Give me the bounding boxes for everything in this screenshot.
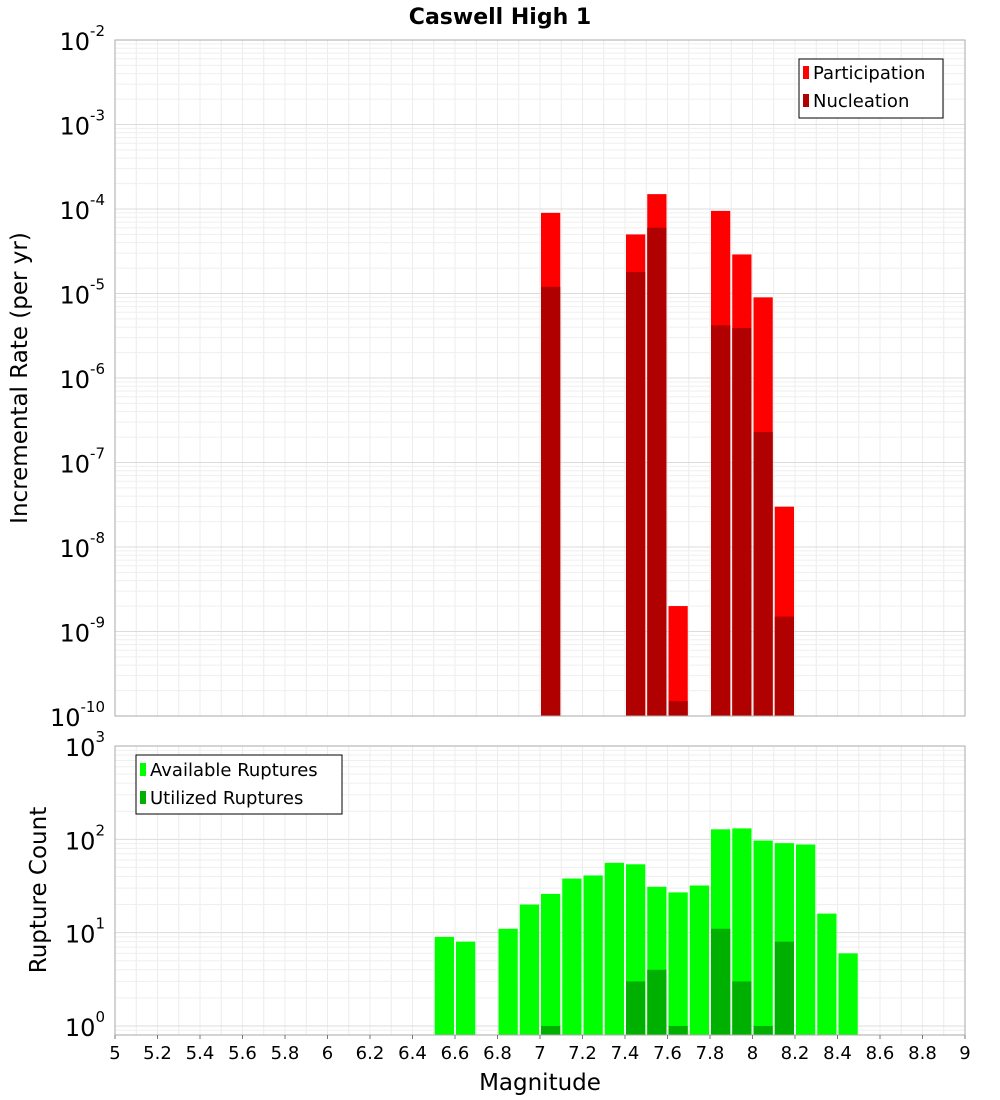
available-ruptures-bar: [668, 892, 688, 1035]
x-tick-label: 6.6: [441, 1043, 470, 1064]
x-axis-label: Magnitude: [479, 1070, 601, 1096]
x-tick-label: 5.2: [143, 1043, 172, 1064]
bottom-panel: 103 102 101 100 Rupture Count Available Rup…: [26, 728, 966, 1042]
bottom-y-tick-label: 102: [65, 821, 105, 855]
utilized-ruptures-bar: [711, 928, 731, 1035]
utilized-ruptures-bar: [732, 981, 752, 1035]
bottom-legend: Available Ruptures Utilized Ruptures: [135, 754, 343, 815]
nucleation-legend-swatch: [803, 94, 809, 107]
chart-title: Caswell High 1: [409, 5, 591, 30]
top-legend-box: [798, 58, 944, 119]
x-tick-label: 8.4: [823, 1043, 852, 1064]
top-panel: 10-2 10-3 10-4 10-5 10-6 10-7 10-8 10-9 10-10 In…: [7, 22, 966, 732]
top-y-tick-label: 10-10: [50, 698, 105, 732]
utilized-ruptures-bar: [541, 1025, 561, 1035]
nucleation-bar: [647, 227, 667, 716]
top-y-tick-label: 10-8: [59, 529, 105, 563]
top-y-tick-label: 10-7: [59, 445, 105, 479]
x-tick-label: 9: [959, 1043, 970, 1064]
top-y-tick-label: 10-6: [59, 360, 105, 394]
x-tick-label: 8: [747, 1043, 758, 1064]
bottom-y-tick-label: 101: [65, 915, 105, 949]
x-tick-label: 6: [322, 1043, 333, 1064]
top-bars: [541, 194, 794, 717]
available-ruptures-bar: [796, 844, 816, 1035]
top-y-tick-label: 10-3: [59, 107, 105, 141]
x-tick-label: 7.2: [568, 1043, 597, 1064]
x-tick-label: 8.8: [908, 1043, 937, 1064]
x-tick-label: 7.6: [653, 1043, 682, 1064]
available-ruptures-bar: [434, 936, 454, 1035]
available-ruptures-bar: [456, 941, 476, 1035]
available-ruptures-bar: [604, 862, 624, 1035]
top-y-tick-label: 10-9: [59, 614, 105, 648]
top-y-ticks: 10-2 10-3 10-4 10-5 10-6 10-7 10-8 10-9 10-10: [50, 22, 105, 732]
utilized-legend-swatch: [140, 791, 146, 804]
utilized-ruptures-bar: [668, 1025, 688, 1035]
available-ruptures-bar: [817, 913, 837, 1035]
bottom-legend-box: [135, 754, 343, 815]
x-tick-label: 5.6: [228, 1043, 257, 1064]
utilized-ruptures-bar: [626, 981, 646, 1035]
available-legend-label: Available Ruptures: [150, 760, 318, 781]
top-plot-frame: [114, 39, 966, 717]
nucleation-bar: [753, 431, 773, 716]
top-legend: Participation Nucleation: [798, 58, 944, 119]
available-ruptures-bar: [562, 878, 582, 1035]
x-tick-label: 5.8: [271, 1043, 300, 1064]
nucleation-bar: [541, 286, 561, 716]
utilized-ruptures-bar: [647, 969, 667, 1035]
participation-legend-swatch: [803, 66, 809, 79]
bottom-y-ticks: 103 102 101 100: [65, 728, 105, 1042]
nucleation-legend-label: Nucleation: [813, 91, 909, 112]
x-tick-label: 6.2: [356, 1043, 385, 1064]
nucleation-bar: [732, 328, 752, 716]
x-tick-label: 8.2: [781, 1043, 810, 1064]
x-tick-label: 5.4: [186, 1043, 215, 1064]
available-legend-swatch: [140, 763, 146, 776]
bottom-y-tick-label: 103: [65, 728, 105, 762]
available-ruptures-bar: [838, 953, 858, 1035]
top-y-tick-label: 10-5: [59, 276, 105, 310]
nucleation-bar: [668, 701, 688, 716]
available-ruptures-bar: [541, 893, 561, 1035]
available-ruptures-bar: [753, 840, 773, 1035]
utilized-ruptures-bar: [774, 941, 794, 1035]
x-tick-label: 6.8: [483, 1043, 512, 1064]
x-axis-ticks: 5 5.2 5.4 5.6 5.8 6 6.2 6.4 6.6 6.8 7 7.2 7.4 7.6 7.8 8…: [109, 1035, 971, 1064]
top-y-axis-label: Incremental Rate (per yr): [7, 232, 33, 524]
x-tick-label: 8.6: [866, 1043, 895, 1064]
bottom-y-tick-label: 100: [65, 1008, 105, 1042]
x-tick-label: 5: [109, 1043, 120, 1064]
top-grid: [114, 40, 966, 717]
participation-bar: [668, 606, 688, 716]
bottom-bars: [434, 828, 858, 1035]
x-tick-label: 7.4: [611, 1043, 640, 1064]
nucleation-bar: [774, 616, 794, 716]
available-ruptures-bar: [519, 904, 539, 1035]
x-tick-label: 7.8: [696, 1043, 725, 1064]
top-y-tick-label: 10-2: [59, 22, 105, 56]
top-y-tick-label: 10-4: [59, 191, 105, 225]
x-tick-label: 6.4: [398, 1043, 427, 1064]
nucleation-bar: [711, 325, 731, 716]
available-ruptures-bar: [498, 928, 518, 1035]
utilized-legend-label: Utilized Ruptures: [150, 788, 303, 809]
bottom-y-axis-label: Rupture Count: [26, 807, 52, 973]
participation-legend-label: Participation: [813, 63, 925, 84]
nucleation-bar: [626, 271, 646, 716]
utilized-ruptures-bar: [753, 1025, 773, 1035]
available-ruptures-bar: [689, 885, 709, 1035]
available-ruptures-bar: [583, 875, 603, 1035]
x-tick-label: 7: [534, 1043, 545, 1064]
